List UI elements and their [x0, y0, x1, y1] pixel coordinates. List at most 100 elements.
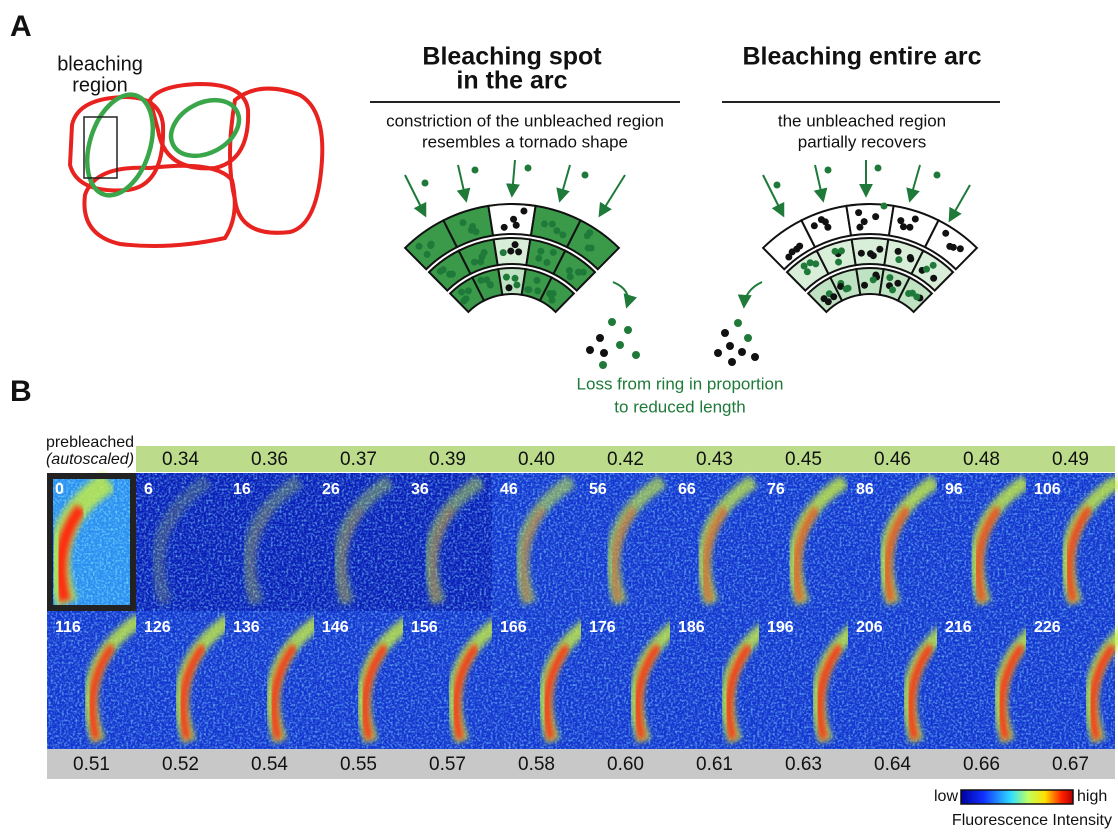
- particle: [913, 293, 920, 300]
- particle: [471, 259, 478, 266]
- image-tile: 106: [1026, 473, 1118, 611]
- image-tile: 6: [136, 473, 225, 611]
- ratio-label: 0.48: [963, 449, 1000, 470]
- image-tile: 126: [136, 611, 231, 749]
- particle: [588, 244, 595, 251]
- ratio-label: 0.46: [874, 449, 911, 470]
- particle: [876, 246, 883, 253]
- caption: the unbleached region: [778, 111, 946, 130]
- particle: [818, 216, 825, 223]
- particle: [950, 244, 957, 251]
- particle: [897, 217, 904, 224]
- ratio-label: 0.40: [518, 449, 555, 470]
- image-tile: 136: [225, 611, 322, 749]
- particle: [459, 219, 466, 226]
- particle: [596, 334, 604, 342]
- particle: [512, 241, 519, 248]
- particle: [512, 275, 519, 282]
- particle: [714, 349, 722, 357]
- frame-time: 26: [322, 481, 340, 498]
- particle: [582, 172, 589, 179]
- particle: [553, 227, 560, 234]
- particle: [534, 287, 541, 294]
- particle: [520, 208, 527, 215]
- caption: partially recovers: [798, 132, 927, 151]
- image-grid: 0.340.360.370.390.400.420.430.450.460.48…: [47, 446, 1118, 779]
- particle: [875, 165, 882, 172]
- image-tile: 86: [848, 473, 937, 611]
- particle: [427, 242, 434, 249]
- arc-segment: [846, 204, 893, 235]
- particle: [835, 259, 842, 266]
- ratio-label: 0.49: [1052, 449, 1089, 470]
- particle: [856, 224, 863, 231]
- particle: [505, 284, 512, 291]
- panel-label: B: [10, 375, 32, 408]
- caption: constriction of the unbleached region: [386, 111, 664, 130]
- ratio-label: 0.55: [340, 754, 377, 775]
- particle: [895, 248, 902, 255]
- image-tile: 56: [581, 473, 670, 611]
- particle: [567, 273, 574, 280]
- image-tile: 26: [314, 473, 403, 611]
- particle: [468, 227, 475, 234]
- particle: [930, 275, 937, 282]
- arrow: [458, 165, 466, 200]
- frame-time: 196: [767, 619, 794, 636]
- ratio-label: 0.60: [607, 754, 644, 775]
- particle: [458, 289, 465, 296]
- title: in the arc: [456, 67, 567, 95]
- particle: [861, 282, 868, 289]
- arrow: [512, 160, 515, 195]
- ratio-label: 0.36: [251, 449, 288, 470]
- ratio-label: 0.51: [73, 754, 110, 775]
- particle: [923, 266, 930, 273]
- ratio-label: 0.67: [1052, 754, 1089, 775]
- particle: [549, 221, 556, 228]
- particle: [855, 209, 862, 216]
- particle: [632, 351, 640, 359]
- particle: [804, 268, 811, 275]
- arrow: [405, 175, 425, 215]
- image-tile: 96: [937, 473, 1027, 611]
- particle: [510, 216, 517, 223]
- particle: [422, 180, 429, 187]
- image-tile: 116: [47, 611, 140, 749]
- frame-time: 16: [233, 481, 251, 498]
- ratio-label: 0.58: [518, 754, 555, 775]
- frame-time: 156: [411, 619, 438, 636]
- arrow: [600, 175, 625, 215]
- particle: [900, 223, 907, 230]
- particle: [440, 266, 447, 273]
- frame-time: 0: [55, 481, 64, 498]
- frame-time: 106: [1034, 481, 1061, 498]
- particle: [477, 258, 484, 265]
- particle: [461, 297, 468, 304]
- particle: [575, 269, 582, 276]
- particle: [416, 243, 423, 250]
- frame-time: 46: [500, 481, 518, 498]
- image-tile: 166: [492, 611, 595, 749]
- particle: [535, 255, 542, 262]
- ratio-label: 0.64: [874, 754, 911, 775]
- particle: [881, 203, 888, 210]
- frame-time: 66: [678, 481, 696, 498]
- particle: [537, 248, 544, 255]
- legend-low: low: [934, 788, 958, 805]
- particle: [481, 249, 488, 256]
- particle: [566, 267, 573, 274]
- ratio-label: 0.42: [607, 449, 644, 470]
- particle: [906, 224, 913, 231]
- frame-time: 96: [945, 481, 963, 498]
- particle: [821, 295, 828, 302]
- caption: Loss from ring in proportion: [577, 374, 784, 393]
- panel-label: A: [10, 10, 32, 43]
- particle: [524, 286, 531, 293]
- image-tile: 76: [759, 473, 848, 611]
- arrow: [910, 165, 920, 200]
- frame-time: 206: [856, 619, 883, 636]
- particle: [507, 248, 514, 255]
- frame-time: 126: [144, 619, 171, 636]
- particle: [449, 271, 456, 278]
- particle: [608, 318, 616, 326]
